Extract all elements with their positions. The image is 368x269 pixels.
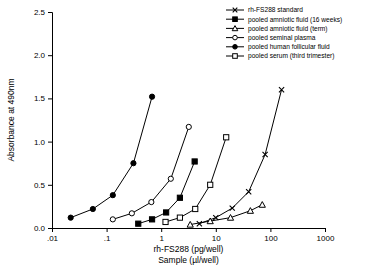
data-point (110, 217, 115, 222)
data-point (207, 218, 213, 224)
data-point (187, 221, 193, 227)
y-tick-label: 2.5 (34, 8, 46, 17)
data-point (208, 182, 213, 187)
series-line (190, 205, 262, 225)
y-tick: 0.0 (34, 224, 52, 233)
y-tick-label: 1.0 (34, 138, 46, 147)
data-point (246, 189, 251, 194)
data-point (149, 199, 154, 204)
data-point (192, 159, 197, 164)
data-point (131, 161, 136, 166)
legend-item: pooled amniotic fluid (16 weeks) (226, 16, 342, 24)
y-tick: 1.5 (34, 94, 52, 103)
data-point (149, 217, 154, 222)
x-tick-mark (270, 228, 271, 232)
legend: rh-FS288 standard pooled amniotic fluid (… (226, 6, 342, 60)
data-point (136, 221, 141, 226)
x-tick: 100 (264, 228, 278, 243)
y-tick-mark (48, 228, 52, 229)
data-point (279, 87, 284, 92)
legend-item: pooled human follicular fluid (226, 43, 330, 51)
x-axis-line (53, 229, 326, 233)
data-point (68, 215, 73, 220)
x-tick-mark (325, 228, 326, 232)
series-line (166, 137, 227, 222)
series-line (71, 97, 152, 218)
legend-label: pooled human follicular fluid (248, 43, 330, 51)
data-point (227, 215, 233, 221)
data-point (149, 94, 154, 99)
x-tick-label: .01 (47, 234, 59, 243)
legend-marker (233, 45, 238, 50)
y-tick-mark (48, 12, 52, 13)
legend-marker (233, 35, 238, 40)
data-point (259, 202, 265, 208)
x-tick-label: 10 (212, 234, 221, 243)
legend-label: pooled amniotic fluid (term) (248, 25, 328, 33)
legend-label: pooled seminal plasma (248, 34, 316, 42)
series-line (199, 90, 281, 224)
x-axis-title: Sample (µl/well) (158, 255, 219, 265)
legend-label: pooled amniotic fluid (16 weeks) (248, 16, 342, 24)
x-tick: .1 (104, 228, 111, 243)
y-tick-mark (48, 55, 52, 56)
legend-item: pooled seminal plasma (226, 34, 316, 42)
y-tick-mark (48, 98, 52, 99)
data-point (177, 195, 182, 200)
data-point (224, 135, 229, 140)
data-point (164, 210, 169, 215)
y-tick: 1.0 (34, 138, 52, 147)
x-tick: 1 (159, 228, 164, 243)
plot-area (68, 87, 284, 227)
x-tick-label: .1 (104, 234, 111, 243)
y-axis-line (48, 13, 53, 229)
y-tick-label: 0.5 (34, 181, 46, 190)
data-point (168, 176, 173, 181)
x-axis: .01 .1 1 10 100 1000 (47, 228, 335, 243)
x-axis-title: rh-FS288 (pg/well) (154, 244, 224, 254)
legend-label: rh-FS288 standard (248, 6, 303, 13)
data-point (163, 219, 168, 224)
legend-marker (233, 54, 238, 59)
x-tick-label: 1000 (317, 234, 335, 243)
legend-item: pooled serum (third trimester) (226, 52, 334, 60)
legend-marker (233, 8, 238, 13)
legend-marker (232, 26, 238, 31)
y-axis: 0.0 0.5 1.0 1.5 2.0 2.5 (34, 8, 53, 233)
y-tick: 2.0 (34, 51, 52, 60)
x-tick-label: 1 (159, 234, 164, 243)
data-point (193, 206, 198, 211)
data-point (110, 193, 115, 198)
data-point (90, 206, 95, 211)
y-tick-label: 0.0 (34, 224, 46, 233)
legend-item: pooled amniotic fluid (term) (226, 25, 328, 33)
legend-item: rh-FS288 standard (226, 6, 303, 13)
y-tick: 2.5 (34, 8, 52, 17)
data-point (263, 152, 268, 157)
series-line (113, 127, 189, 219)
x-tick: 1000 (317, 228, 335, 243)
legend-marker (233, 17, 238, 22)
x-tick-mark (161, 228, 162, 232)
data-point (186, 124, 191, 129)
y-tick-mark (48, 142, 52, 143)
data-point (247, 208, 253, 214)
data-point (230, 206, 235, 211)
y-tick-mark (48, 185, 52, 186)
chart: .01 .1 1 10 100 1000 0.0 0.5 1.0 1.5 2.0 2.5 rh-FS28… (0, 0, 368, 269)
y-axis-title: Absorbance at 490nm (6, 78, 16, 161)
data-point (129, 211, 134, 216)
x-tick-mark (107, 228, 108, 232)
legend-label: pooled serum (third trimester) (248, 52, 334, 60)
data-point (177, 215, 182, 220)
x-tick-label: 100 (264, 234, 278, 243)
y-tick-label: 2.0 (34, 51, 46, 60)
y-tick: 0.5 (34, 181, 52, 190)
x-tick-mark (216, 228, 217, 232)
x-tick: .01 (47, 228, 59, 243)
y-tick-label: 1.5 (34, 94, 46, 103)
x-tick: 10 (212, 228, 221, 243)
